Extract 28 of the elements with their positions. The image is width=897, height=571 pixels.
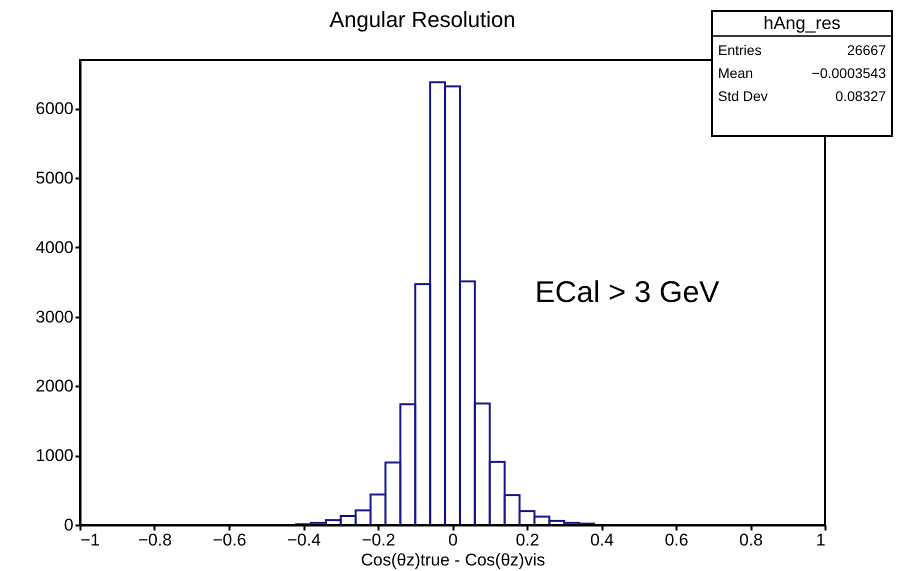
annotation: ECal > 3 GeV	[535, 276, 720, 309]
y-tick-label: 3000	[36, 307, 74, 326]
text: 26667	[847, 42, 886, 58]
x-tick-label: 0	[448, 530, 458, 550]
y-tick-label: 1000	[36, 446, 74, 466]
y-tick-label: 6000	[36, 99, 74, 118]
x-tick-label: −0.2	[362, 530, 396, 550]
x-tick-label: −0.6	[212, 530, 246, 550]
x-tick-label: 0.2	[516, 530, 540, 550]
y-tick-label: 0	[64, 516, 74, 534]
x-tick-label: −0.8	[138, 530, 172, 550]
x-axis-title: Cos(θz)true - Cos(θz)vis	[360, 550, 546, 570]
x-tick-label: 0.6	[664, 530, 688, 550]
y-tick-label: 2000	[36, 376, 74, 396]
x-tick-label: 1	[816, 530, 826, 550]
annotation: Mean	[718, 65, 754, 81]
text: Entries	[718, 42, 762, 58]
annotation: −0.0003543	[812, 65, 886, 81]
x-tick-label: 0.8	[739, 530, 763, 550]
x-tick-label: −0.4	[287, 530, 321, 550]
annotation: Std Dev	[718, 88, 768, 104]
y-tick-label: 4000	[36, 238, 74, 257]
y-tick-label: 5000	[36, 168, 74, 188]
chart-title: Angular Resolution	[330, 7, 516, 32]
text: hAng_res	[763, 13, 841, 33]
text: 0.08327	[835, 88, 886, 104]
x-tick-label: −1	[80, 530, 100, 550]
x-tick-label: 0.4	[590, 530, 614, 550]
